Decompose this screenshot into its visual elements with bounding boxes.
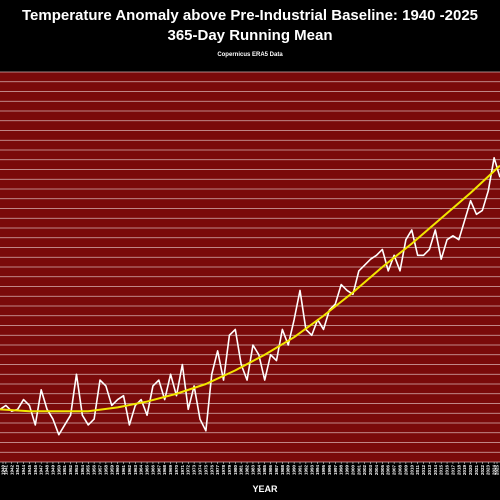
x-tick-label: 1992 [303, 465, 308, 476]
x-tick-label: 1948 [45, 465, 50, 476]
x-tick-label: 1986 [268, 465, 273, 476]
x-tick-label: 1957 [98, 465, 103, 476]
x-tick-label: 1976 [209, 465, 214, 476]
x-tick-label: 2013 [427, 465, 432, 476]
x-tick-label: 1950 [56, 465, 61, 476]
x-tick-label: 1995 [321, 465, 326, 476]
x-tick-label: 1968 [162, 465, 167, 476]
x-tick-label: 1947 [39, 465, 44, 476]
x-tick-label: 1977 [215, 465, 220, 476]
x-tick-label: 1973 [192, 465, 197, 476]
x-tick-label: 1965 [145, 465, 150, 476]
x-tick-label: 2006 [386, 465, 391, 476]
x-tick-label: 1972 [186, 465, 191, 476]
x-tick-label: 1989 [286, 465, 291, 476]
chart-subtitle: 365-Day Running Mean [167, 27, 332, 44]
x-tick-label: 1974 [198, 465, 203, 476]
x-tick-label: 1980 [233, 465, 238, 476]
x-tick-label: 1987 [274, 465, 279, 476]
x-tick-label: 1966 [150, 465, 155, 476]
x-tick-label: 2009 [403, 465, 408, 476]
x-tick-label: 1953 [74, 465, 79, 476]
x-tick-label: 2002 [362, 465, 367, 476]
x-tick-label: 1954 [80, 465, 85, 476]
x-tick-label: 1978 [221, 465, 226, 476]
x-tick-label: 1988 [280, 465, 285, 476]
x-tick-label: 1996 [327, 465, 332, 476]
x-tick-label: 1964 [139, 465, 144, 476]
x-tick-label: 1958 [103, 465, 108, 476]
x-tick-label: 1963 [133, 465, 138, 476]
x-tick-label: 1942 [9, 465, 14, 476]
x-tick-label: 2007 [392, 465, 397, 476]
x-tick-label: 2024 [492, 465, 497, 476]
x-tick-label: 1969 [168, 465, 173, 476]
source-note: Copernicus ERA5 Data [217, 52, 283, 58]
x-tick-label: 2008 [398, 465, 403, 476]
x-tick-label: 2023 [486, 465, 491, 476]
x-tick-label: 1970 [174, 465, 179, 476]
x-tick-label: 2010 [409, 465, 414, 476]
x-tick-label: 1990 [292, 465, 297, 476]
x-tick-label: 1946 [33, 465, 38, 476]
x-tick-label: 2019 [462, 465, 467, 476]
x-tick-label: 2014 [433, 465, 438, 476]
x-tick-label: 2021 [474, 465, 479, 476]
x-tick-label: 2015 [439, 465, 444, 476]
x-tick-label: 1997 [333, 465, 338, 476]
x-tick-label: 2003 [368, 465, 373, 476]
x-tick-label: 1951 [62, 465, 67, 476]
x-tick-label: 1960 [115, 465, 120, 476]
x-tick-label: 1959 [109, 465, 114, 476]
x-tick-label: 1955 [86, 465, 91, 476]
x-tick-label: 1991 [298, 465, 303, 476]
x-tick-label: 2005 [380, 465, 385, 476]
x-tick-label: 2017 [450, 465, 455, 476]
x-tick-label: 1956 [92, 465, 97, 476]
x-tick-label: 1961 [121, 465, 126, 476]
x-tick-label: 1985 [262, 465, 267, 476]
x-tick-label: 1967 [156, 465, 161, 476]
x-tick-label: 1993 [309, 465, 314, 476]
x-tick-label: 1998 [339, 465, 344, 476]
x-tick-label: 1945 [27, 465, 32, 476]
x-tick-label: 1971 [180, 465, 185, 476]
x-tick-label: 1943 [15, 465, 20, 476]
x-tick-label: 1940 [1, 465, 6, 476]
x-tick-label: 1962 [127, 465, 132, 476]
x-tick-label: 1949 [50, 465, 55, 476]
x-tick-label: 2004 [374, 465, 379, 476]
x-tick-label: 2012 [421, 465, 426, 476]
x-tick-label: 1983 [250, 465, 255, 476]
x-tick-label: 2020 [468, 465, 473, 476]
x-tick-label: 1975 [203, 465, 208, 476]
x-tick-label: 1982 [245, 465, 250, 476]
x-tick-label: 1994 [315, 465, 320, 476]
x-tick-label: 2000 [350, 465, 355, 476]
x-tick-label: 2018 [456, 465, 461, 476]
trend-line [0, 164, 500, 413]
x-tick-label: 1941 [3, 465, 8, 476]
x-tick-label: 2022 [480, 465, 485, 476]
chart-title: Temperature Anomaly above Pre-Industrial… [22, 7, 478, 24]
x-tick-label: 1981 [239, 465, 244, 476]
x-tick-label: 2011 [415, 465, 420, 475]
x-tick-label: 2001 [356, 465, 361, 476]
x-tick-label: 1952 [68, 465, 73, 476]
x-tick-label: 1944 [21, 465, 26, 476]
x-tick-label: 2016 [445, 465, 450, 476]
x-tick-label: 1999 [345, 465, 350, 476]
x-axis-label: YEAR [252, 484, 278, 494]
x-tick-label: 1979 [227, 465, 232, 476]
x-tick-label: 1984 [256, 465, 261, 476]
x-tick-label: 2025 [495, 465, 500, 476]
